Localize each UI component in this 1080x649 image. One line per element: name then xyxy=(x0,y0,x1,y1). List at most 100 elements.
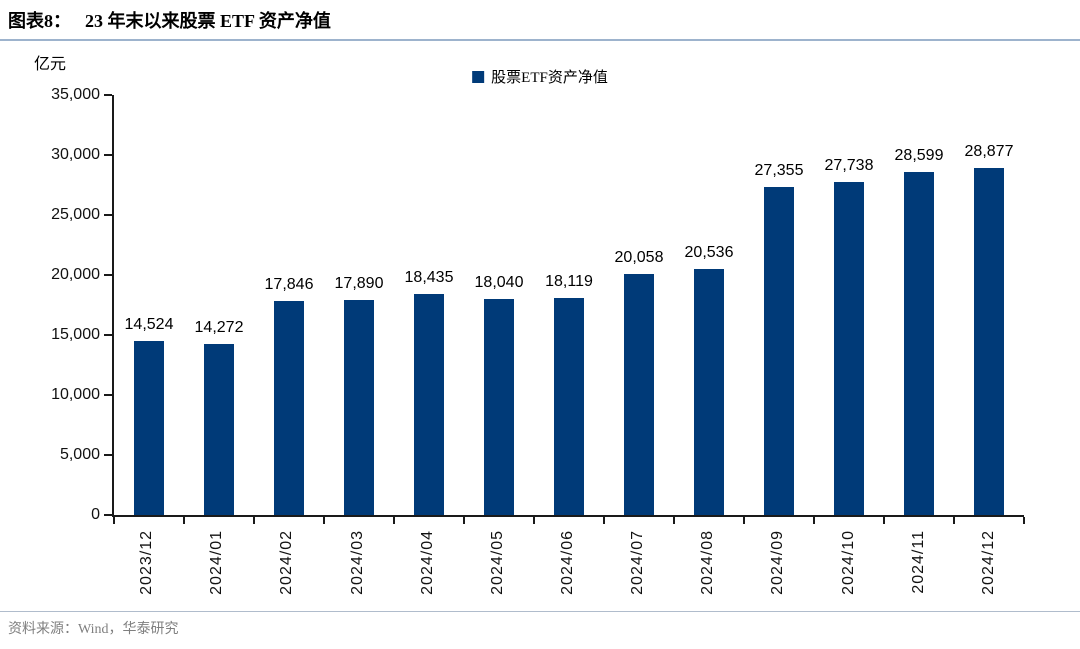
y-axis-tick xyxy=(104,214,112,216)
bar xyxy=(624,274,654,515)
x-axis-tick xyxy=(323,517,325,524)
bar-value-label: 28,599 xyxy=(894,147,944,164)
bar-cell: 18,119 xyxy=(534,95,604,515)
x-axis-tick xyxy=(183,517,185,524)
bar-cell: 28,599 xyxy=(884,95,954,515)
x-axis-tick xyxy=(603,517,605,524)
x-tick-label-text: 2024/03 xyxy=(348,530,366,595)
x-axis-tick xyxy=(673,517,675,524)
bar xyxy=(344,300,374,515)
bar-cell: 18,435 xyxy=(394,95,464,515)
bar-value-label: 18,040 xyxy=(474,274,524,291)
x-tick-label: 2024/09 xyxy=(743,524,813,614)
bar-cell: 28,877 xyxy=(954,95,1024,515)
bar xyxy=(834,182,864,515)
bar-value-label: 18,119 xyxy=(545,273,593,290)
bar-cell: 17,890 xyxy=(324,95,394,515)
x-tick-label-text: 2024/01 xyxy=(208,530,226,595)
x-axis-tick xyxy=(533,517,535,524)
y-axis-tick xyxy=(104,274,112,276)
y-axis-tick xyxy=(104,154,112,156)
y-axis-tick xyxy=(104,454,112,456)
figure-title-text: 23 年末以来股票 ETF 资产净值 xyxy=(85,11,331,31)
bar-cell: 18,040 xyxy=(464,95,534,515)
x-tick-label: 2024/03 xyxy=(322,524,392,614)
bar xyxy=(484,299,514,515)
y-tick-label: 5,000 xyxy=(59,446,100,463)
bar-value-label: 28,877 xyxy=(964,143,1014,160)
bar-value-label: 20,536 xyxy=(684,244,734,261)
bar-cell: 14,272 xyxy=(184,95,254,515)
x-tick-label-text: 2024/05 xyxy=(488,530,506,595)
bar-value-label: 17,846 xyxy=(264,276,314,293)
x-tick-label-text: 2024/08 xyxy=(699,530,717,595)
y-tick-label: 15,000 xyxy=(51,326,100,343)
x-axis-tick xyxy=(463,517,465,524)
y-tick-label: 25,000 xyxy=(51,206,100,223)
x-tick-label: 2024/04 xyxy=(393,524,463,614)
figure-title: 图表8： 23 年末以来股票 ETF 资产净值 xyxy=(8,11,331,31)
figure-header: 图表8： 23 年末以来股票 ETF 资产净值 xyxy=(0,0,1080,41)
x-tick-label-text: 2024/04 xyxy=(418,530,436,595)
x-tick-label-text: 2024/07 xyxy=(629,530,647,595)
bar-cell: 27,738 xyxy=(814,95,884,515)
figure-number: 图表8： xyxy=(8,11,71,31)
y-axis-tick xyxy=(104,334,112,336)
x-tick-label: 2024/10 xyxy=(814,524,884,614)
bar-value-label: 27,738 xyxy=(824,157,874,174)
bar xyxy=(134,341,164,515)
bar xyxy=(554,298,584,515)
y-axis-tick xyxy=(104,394,112,396)
chart-legend: 股票ETF资产净值 xyxy=(472,66,608,87)
bar-cell: 17,846 xyxy=(254,95,324,515)
plot-area: 14,524 14,272 17,846 17,890 18,435 18,040 18,1… xyxy=(51,86,1025,524)
y-tick-label: 0 xyxy=(91,506,100,523)
bar-value-label: 14,272 xyxy=(194,319,244,336)
x-tick-label: 2024/06 xyxy=(533,524,603,614)
y-tick-label: 20,000 xyxy=(51,266,100,283)
x-tick-label: 2024/05 xyxy=(463,524,533,614)
x-tick-label-text: 2024/02 xyxy=(278,530,296,595)
x-tick-label: 2024/12 xyxy=(954,524,1024,614)
bar-cell: 20,536 xyxy=(674,95,744,515)
x-tick-label: 2024/07 xyxy=(603,524,673,614)
bar-value-label: 27,355 xyxy=(754,162,804,179)
x-tick-label: 2024/01 xyxy=(182,524,252,614)
bar xyxy=(694,269,724,515)
legend-swatch-icon xyxy=(472,70,485,83)
bar-value-label: 17,890 xyxy=(334,275,384,292)
bar xyxy=(204,344,234,515)
y-tick-label: 35,000 xyxy=(51,86,100,103)
x-tick-label-text: 2023/12 xyxy=(138,530,156,595)
bar-cell: 27,355 xyxy=(744,95,814,515)
x-labels-row: 2023/12 2024/01 2024/02 2024/03 2024/04 2024/… xyxy=(112,524,1024,614)
legend-label: 股票ETF资产净值 xyxy=(491,70,608,86)
source-divider xyxy=(0,611,1080,612)
y-axis-tick xyxy=(104,514,112,516)
x-tick-label: 2024/02 xyxy=(252,524,322,614)
x-axis-tick xyxy=(1023,517,1025,524)
x-tick-label: 2023/12 xyxy=(112,524,182,614)
y-axis-unit-label: 亿元 xyxy=(34,56,67,73)
bar-value-label: 14,524 xyxy=(124,316,174,333)
x-axis-tick xyxy=(393,517,395,524)
y-tick-label: 30,000 xyxy=(51,146,100,163)
bars-row: 14,524 14,272 17,846 17,890 18,435 18,040 18,1… xyxy=(114,95,1024,515)
y-axis-tick xyxy=(104,94,112,96)
x-axis-tick xyxy=(953,517,955,524)
x-tick-label-text: 2024/09 xyxy=(769,530,787,595)
x-axis-tick xyxy=(743,517,745,524)
x-axis-tick xyxy=(253,517,255,524)
x-tick-label: 2024/08 xyxy=(673,524,743,614)
bar xyxy=(904,172,934,515)
bar-value-label: 18,435 xyxy=(404,269,454,286)
y-tick-label: 10,000 xyxy=(51,386,100,403)
source-note: 资料来源：Wind，华泰研究 xyxy=(8,622,179,637)
bar xyxy=(974,168,1004,515)
x-tick-label: 2024/11 xyxy=(884,524,954,614)
x-axis-tick xyxy=(113,517,115,524)
bar-cell: 14,524 xyxy=(114,95,184,515)
bar xyxy=(764,187,794,515)
bar-value-label: 20,058 xyxy=(614,249,664,266)
